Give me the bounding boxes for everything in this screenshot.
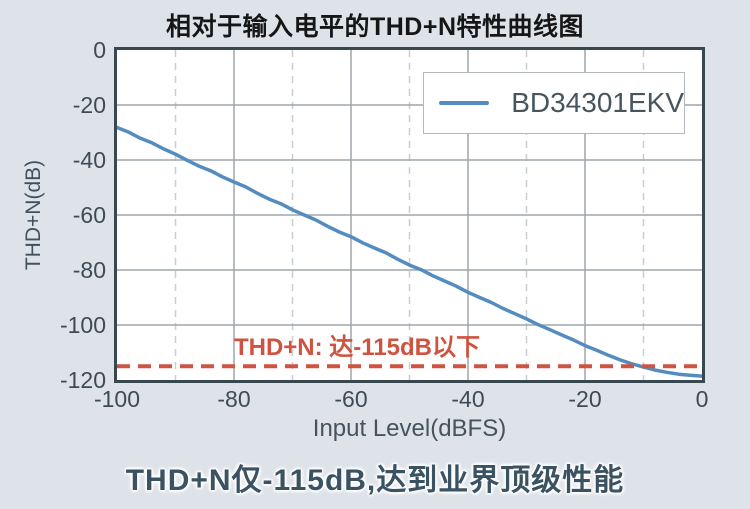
y-tick-label: -100	[59, 312, 106, 338]
y-tick-label: -80	[72, 257, 106, 283]
legend: BD34301EKV	[423, 72, 685, 134]
x-tick-label: -20	[568, 386, 602, 412]
legend-series-label: BD34301EKV	[511, 87, 684, 118]
y-tick-label: -20	[72, 92, 106, 118]
x-tick-label: 0	[695, 386, 709, 412]
x-tick-label: -80	[217, 386, 251, 412]
threshold-annotation: THD+N: 达-115dB以下	[233, 334, 481, 361]
x-tick-label: -100	[93, 386, 141, 412]
x-tick-label: -40	[451, 386, 485, 412]
x-tick-label: -60	[334, 386, 368, 412]
y-tick-label: -40	[72, 147, 106, 173]
plot-area: THD+N: 达-115dB以下 BD34301EKV	[114, 47, 705, 383]
x-axis-title: Input Level(dBFS)	[312, 415, 507, 442]
y-tick-label: 0	[93, 37, 106, 63]
figure-caption: THD+N仅-115dB,达到业界顶级性能	[125, 464, 625, 497]
y-tick-label: -120	[59, 367, 106, 393]
chart-title: 相对于输入电平的THD+N特性曲线图	[165, 13, 585, 41]
legend-line-sample	[439, 101, 490, 105]
y-tick-label: -60	[72, 202, 106, 228]
